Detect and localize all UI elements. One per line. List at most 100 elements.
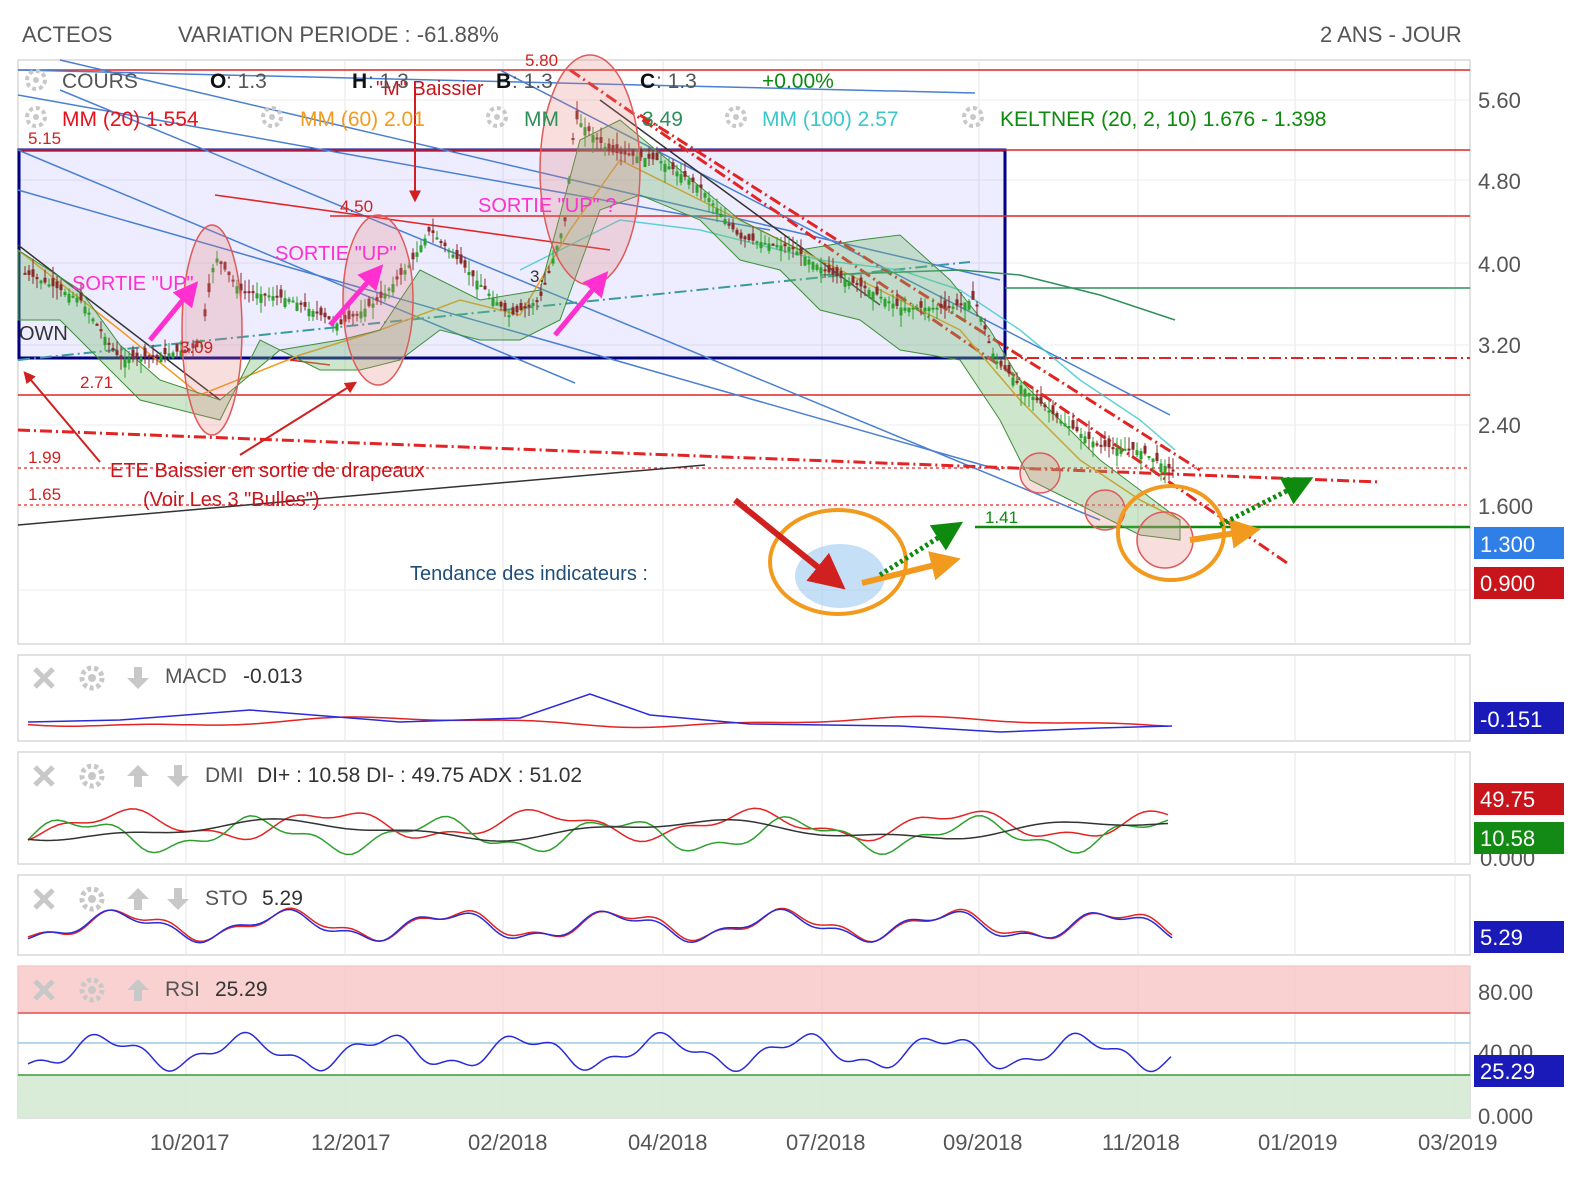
current-price-tag: 1.300 xyxy=(1480,532,1535,557)
candle-body xyxy=(507,315,511,318)
level-label: 3.09 xyxy=(180,338,213,357)
gear-icon[interactable] xyxy=(725,106,747,128)
arrow-down-icon xyxy=(127,667,149,689)
candle-body xyxy=(915,307,919,310)
gear-icon[interactable] xyxy=(486,106,508,128)
candle-body xyxy=(95,323,99,326)
candle-body xyxy=(887,301,891,304)
ticker-label: ACTEOS xyxy=(22,22,113,47)
change-value: +0.00% xyxy=(762,70,834,93)
x-tick: 10/2017 xyxy=(150,1130,230,1155)
candle-body xyxy=(979,317,983,322)
legend-row-2: MM (20) 1.554 MM (60) 2.01 MM 3.49 MM (1… xyxy=(25,106,1326,131)
arrow-up-icon xyxy=(127,765,149,787)
rsi-tick: 0.000 xyxy=(1478,1104,1533,1129)
rsi-line xyxy=(27,1031,1172,1073)
candle-body xyxy=(991,353,995,359)
candle-body xyxy=(755,241,759,244)
price-tick: 5.60 xyxy=(1478,88,1521,113)
candle-body xyxy=(35,277,39,280)
candle-body xyxy=(155,355,159,358)
candle-body xyxy=(539,291,543,296)
candle-body xyxy=(139,357,143,362)
candle-body xyxy=(555,246,559,251)
candle-body xyxy=(491,297,495,307)
candle-body xyxy=(871,292,875,301)
candle-body xyxy=(1067,426,1071,429)
range-selector[interactable]: 2 ANS - JOUR xyxy=(1320,22,1462,47)
candle-body xyxy=(511,307,515,315)
close-icon-glyph xyxy=(33,979,55,1001)
candle-body xyxy=(383,293,387,299)
sto-tag-bg xyxy=(1474,921,1564,953)
candle-body xyxy=(295,302,299,311)
arrow-up-icon xyxy=(127,888,149,910)
candle-body xyxy=(355,313,359,316)
candle-body xyxy=(1023,389,1027,397)
candle-body xyxy=(27,270,31,275)
adx-line xyxy=(27,818,1169,842)
candle-body xyxy=(267,295,271,298)
candle-body xyxy=(891,303,895,309)
candle-body xyxy=(1151,458,1155,463)
candle-body xyxy=(147,355,151,358)
candle-body xyxy=(179,350,183,357)
candle-body xyxy=(675,171,679,177)
candle-body xyxy=(1079,433,1083,439)
panel-frames xyxy=(17,59,1471,1119)
dmi-plus-tag-bg xyxy=(1474,822,1564,854)
level-label: 1.65 xyxy=(28,485,61,504)
candle-body xyxy=(535,300,539,303)
candle-body xyxy=(495,302,499,306)
panel-controls xyxy=(33,665,189,1003)
gear-icon[interactable] xyxy=(962,106,984,128)
candle-body xyxy=(283,298,287,307)
candle-body xyxy=(1111,447,1115,450)
rsi-tag: 25.29 xyxy=(1480,1059,1535,1084)
mm60-label: MM (60) 2.01 xyxy=(300,108,425,131)
candle-body xyxy=(547,270,551,273)
arrow-glyph xyxy=(127,765,149,787)
candle-body xyxy=(983,325,987,330)
gear-icon[interactable] xyxy=(25,106,47,128)
chart-grid xyxy=(18,60,1470,1118)
candle-body xyxy=(679,174,683,183)
x-tick: 04/2018 xyxy=(628,1130,708,1155)
candle-body xyxy=(371,303,375,308)
trend-lines xyxy=(17,59,1381,567)
candle-body xyxy=(431,230,435,234)
candle-body xyxy=(263,293,267,296)
candle-body xyxy=(971,290,975,300)
gear-icon-ring xyxy=(79,665,105,691)
candle-body xyxy=(567,179,571,184)
gear-icon[interactable] xyxy=(261,106,283,128)
candle-body xyxy=(1119,448,1123,454)
candle-body xyxy=(975,304,979,307)
x-tick: 12/2017 xyxy=(311,1130,391,1155)
candle-body xyxy=(1055,413,1059,418)
candle-body xyxy=(647,153,651,159)
candle-body xyxy=(163,347,167,355)
candle-body xyxy=(323,312,327,318)
gear-icon[interactable] xyxy=(25,69,47,91)
candle-body xyxy=(1047,410,1051,413)
candle-body xyxy=(895,298,899,306)
dmi-plus-tag: 10.58 xyxy=(1480,826,1535,851)
candle-body xyxy=(231,279,235,282)
candle-body xyxy=(419,245,423,252)
low-label: B xyxy=(496,70,511,93)
candle-body xyxy=(191,343,195,349)
candle-body xyxy=(879,296,883,299)
candle-body xyxy=(399,268,403,275)
candle-body xyxy=(951,306,955,309)
dmi-minus-line xyxy=(27,807,1169,843)
close-icon xyxy=(33,667,55,689)
candle-body xyxy=(171,352,175,359)
candle-body xyxy=(515,305,519,313)
macd-signal-line xyxy=(27,715,1169,729)
candle-body xyxy=(143,348,147,357)
arrow-glyph xyxy=(167,765,189,787)
candle-body xyxy=(287,298,291,303)
candle-body xyxy=(411,252,415,260)
